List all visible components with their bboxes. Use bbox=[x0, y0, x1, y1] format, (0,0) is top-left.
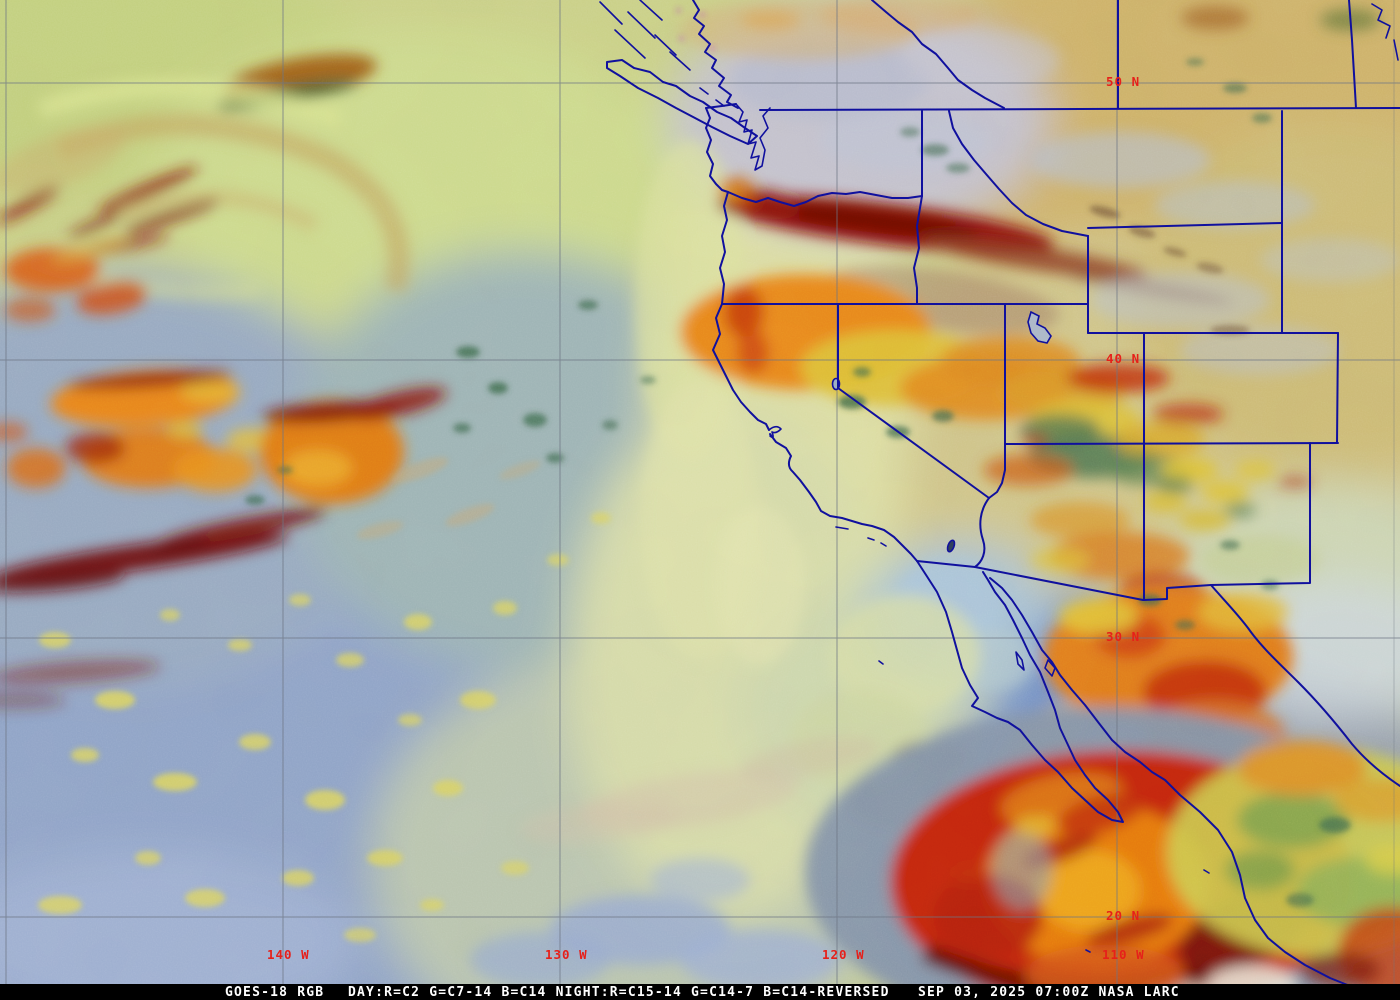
california-coast bbox=[712, 303, 770, 431]
us-canada-border bbox=[759, 107, 1400, 111]
oregon-idaho-border bbox=[913, 195, 923, 305]
colorado-river-border bbox=[974, 497, 990, 568]
sonora-sinaloa-coast bbox=[989, 577, 1400, 1000]
california-coast-south bbox=[769, 433, 918, 562]
rgb-recipe-label: DAY:R=C2 G=C7-14 B=C14 NIGHT:R=C15-14 G=… bbox=[348, 985, 890, 1000]
montana-wyoming-border bbox=[1087, 222, 1283, 229]
grid-label-110w: 110 W bbox=[1102, 947, 1145, 962]
idaho-montana-border bbox=[948, 110, 1089, 237]
annotation-bar: GOES-18 RGB DAY:R=C2 G=C7-14 B=C14 NIGHT… bbox=[0, 984, 1400, 1000]
rio-grande bbox=[1210, 584, 1400, 787]
grid-label-20n: 20 N bbox=[1106, 908, 1141, 923]
grid-label-140w: 140 W bbox=[267, 947, 310, 962]
washington-coast bbox=[705, 107, 729, 193]
strait-juan-de-fuca bbox=[705, 103, 737, 109]
baja-california-coast bbox=[916, 560, 1124, 823]
grid-label-120w: 120 W bbox=[822, 947, 865, 962]
satellite-name-label: GOES-18 RGB bbox=[225, 985, 325, 1000]
california-nevada-border bbox=[837, 303, 990, 499]
newmexico-bootheel bbox=[1143, 584, 1212, 601]
channel-islands bbox=[835, 526, 887, 547]
puget-sound bbox=[735, 103, 771, 171]
colorado-kansas-border bbox=[1336, 332, 1339, 444]
manitoba-lakes bbox=[1371, 3, 1399, 61]
grid-label-50n: 50 N bbox=[1106, 74, 1141, 89]
saskatchewan-manitoba-border bbox=[1348, 0, 1357, 109]
columbia-river-border bbox=[727, 191, 923, 207]
california-mexico-border bbox=[916, 560, 976, 568]
timestamp-label: SEP 03, 2025 07:00Z NASA LARC bbox=[918, 985, 1180, 1000]
bc-alberta-border bbox=[871, 0, 1005, 109]
bc-mainland-coast bbox=[692, 0, 739, 109]
oregon-coast bbox=[719, 191, 729, 305]
grid-label-30n: 30 N bbox=[1106, 629, 1141, 644]
grid-label-40n: 40 N bbox=[1106, 351, 1141, 366]
great-salt-lake bbox=[1027, 310, 1052, 344]
newmexico-texas-border bbox=[1210, 442, 1311, 586]
map-borders bbox=[599, 0, 1400, 1000]
grid-label-130w: 130 W bbox=[545, 947, 588, 962]
nevada-arizona-border bbox=[988, 443, 1006, 499]
37n-border bbox=[1004, 442, 1339, 445]
gulf-islands bbox=[878, 651, 1210, 953]
arizona-mexico-border bbox=[974, 566, 1144, 601]
salton-sea bbox=[946, 539, 956, 553]
